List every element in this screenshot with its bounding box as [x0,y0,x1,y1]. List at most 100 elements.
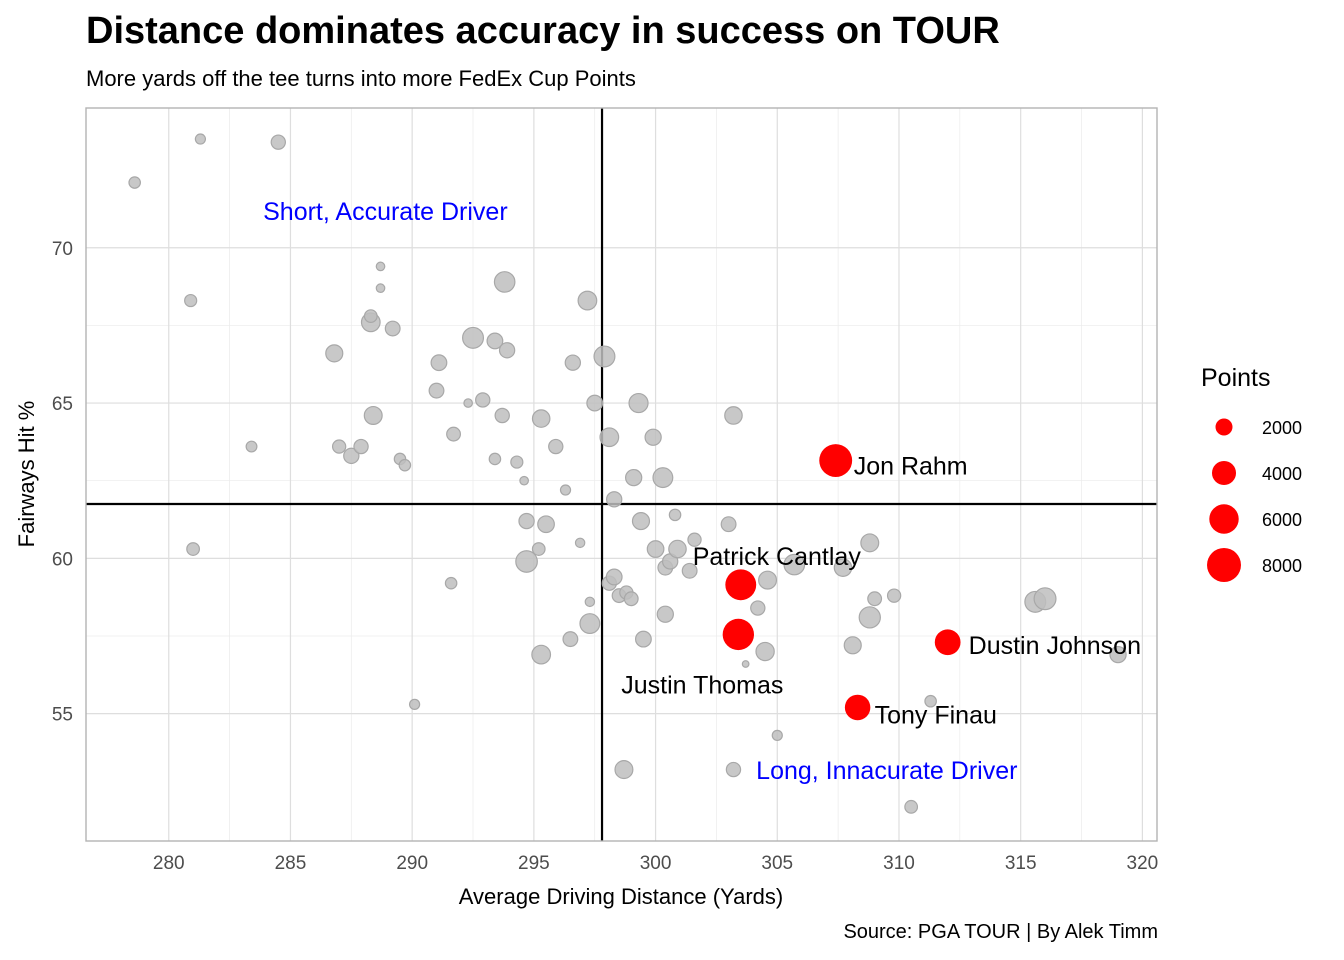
highlighted-points: Jon Rahm Patrick Cantlay Justin Thomas Dust… [621,444,1141,729]
data-point [353,438,369,455]
data-point [720,516,737,533]
x-tick-label: 290 [396,853,428,874]
data-point [398,458,412,472]
data-point [758,570,778,590]
data-point [475,392,491,408]
quadrant-label: Long, Innacurate Driver [756,757,1017,785]
data-point [628,392,649,414]
x-tick-label: 300 [640,853,672,874]
data-point [463,398,474,408]
x-tick-label: 310 [883,853,915,874]
data-point [843,636,862,655]
data-point [724,406,743,425]
data-point [363,309,378,323]
data-point [537,515,555,534]
legend-label: 2000 [1262,418,1302,438]
player-label: Jon Rahm [854,453,968,481]
player-label: Tony Finau [875,701,997,729]
data-point [184,293,198,308]
data-point [681,562,698,579]
data-point [631,511,651,531]
data-point [343,447,360,465]
player-label: Justin Thomas [621,671,783,699]
data-point [408,698,421,710]
x-tick-label: 285 [275,853,307,874]
x-tick-label: 280 [153,853,185,874]
legend-label: 4000 [1262,464,1302,484]
legend-label: 8000 [1262,556,1302,576]
x-tick-label: 295 [518,853,550,874]
data-point [584,596,596,608]
data-point [375,283,386,293]
data-point [428,382,445,399]
x-tick-label: 305 [761,853,793,874]
data-point [1033,587,1057,611]
data-point [488,452,502,466]
data-point [668,508,682,522]
data-point [904,799,919,814]
legend-key [1215,418,1233,436]
highlighted-point [844,694,871,721]
chart-title: Distance dominates accuracy in success o… [86,10,1000,52]
data-point [444,576,458,590]
data-point [498,342,516,359]
data-point [564,354,582,371]
data-point [384,320,401,337]
data-point [186,542,201,556]
data-point [886,588,902,603]
data-point [668,539,687,559]
y-tick-label: 70 [52,239,73,260]
data-point [652,467,674,489]
y-tick-label: 60 [52,549,73,570]
data-point [867,591,883,607]
data-point [325,344,344,363]
data-point [430,354,448,372]
quadrant-labels: Short, Accurate Driver Long, Innacurate D… [263,198,1017,785]
data-point [593,345,616,368]
data-point [519,475,529,486]
data-point [614,760,634,780]
data-point [750,600,766,616]
y-axis-ticks: 55 60 65 70 [52,239,73,726]
data-point [559,484,572,496]
x-tick-label: 320 [1127,853,1159,874]
data-point [128,176,141,189]
x-tick-label: 315 [1005,853,1037,874]
x-axis-ticks: 280 285 290 295 300 305 310 315 320 [153,853,1158,874]
legend-key [1211,460,1237,486]
data-point [741,660,750,668]
data-point [833,558,853,577]
data-point [579,613,601,635]
legend-key [1209,504,1239,534]
data-point [755,641,775,662]
player-label: Patrick Cantlay [693,543,862,571]
data-point [446,426,461,442]
y-tick-label: 65 [52,394,73,415]
highlighted-point [722,618,755,651]
data-point [605,568,623,586]
data-point [531,409,551,428]
data-point [646,540,665,558]
plot-panel [86,108,1157,841]
data-point [783,553,806,576]
data-point [605,491,623,508]
data-point [1109,645,1127,664]
plot-border [85,107,1158,842]
data-point [194,133,207,145]
data-point [270,134,287,150]
highlighted-point [934,629,961,656]
data-point [562,631,579,648]
highlighted-point [819,444,853,477]
data-point [860,533,880,553]
chart-subtitle: More yards off the tee turns into more F… [86,66,636,91]
y-tick-label: 55 [52,705,73,726]
quadrant-label: Short, Accurate Driver [263,198,508,226]
legend-label: 6000 [1262,510,1302,530]
data-point [510,455,524,469]
data-point [531,542,546,556]
data-point [548,438,564,455]
data-point [462,326,485,349]
data-point [331,439,347,454]
data-point [599,427,620,448]
data-point [656,605,674,623]
